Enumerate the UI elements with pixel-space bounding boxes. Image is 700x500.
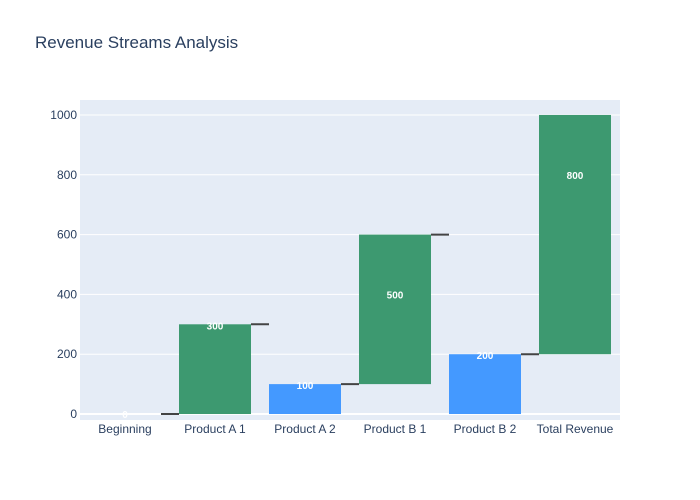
plot-background	[80, 100, 620, 420]
x-tick-label: Product A 1	[184, 422, 246, 436]
y-tick-label: 0	[70, 407, 77, 421]
bar	[359, 234, 431, 385]
x-tick-label: Product A 2	[274, 422, 336, 436]
y-tick-label: 600	[57, 228, 77, 242]
bar-value-label: 100	[297, 381, 314, 392]
bar-value-label: 300	[207, 321, 224, 332]
bar-value-label: 800	[567, 171, 584, 182]
y-tick-label: 400	[57, 287, 77, 301]
bar	[539, 114, 611, 355]
bar	[269, 384, 341, 415]
bar-value-label: 0	[122, 410, 128, 421]
x-tick-label: Beginning	[98, 422, 151, 436]
bar-value-label: 500	[387, 291, 404, 302]
x-tick-label: Total Revenue	[537, 422, 614, 436]
y-tick-label: 1000	[50, 108, 77, 122]
bar	[179, 324, 251, 415]
x-tick-label: Product B 1	[364, 422, 427, 436]
x-tick-label: Product B 2	[454, 422, 517, 436]
y-tick-label: 800	[57, 168, 77, 182]
y-tick-label: 200	[57, 347, 77, 361]
chart-title: Revenue Streams Analysis	[35, 33, 239, 52]
bar-value-label: 200	[477, 351, 494, 362]
bar	[449, 354, 521, 415]
